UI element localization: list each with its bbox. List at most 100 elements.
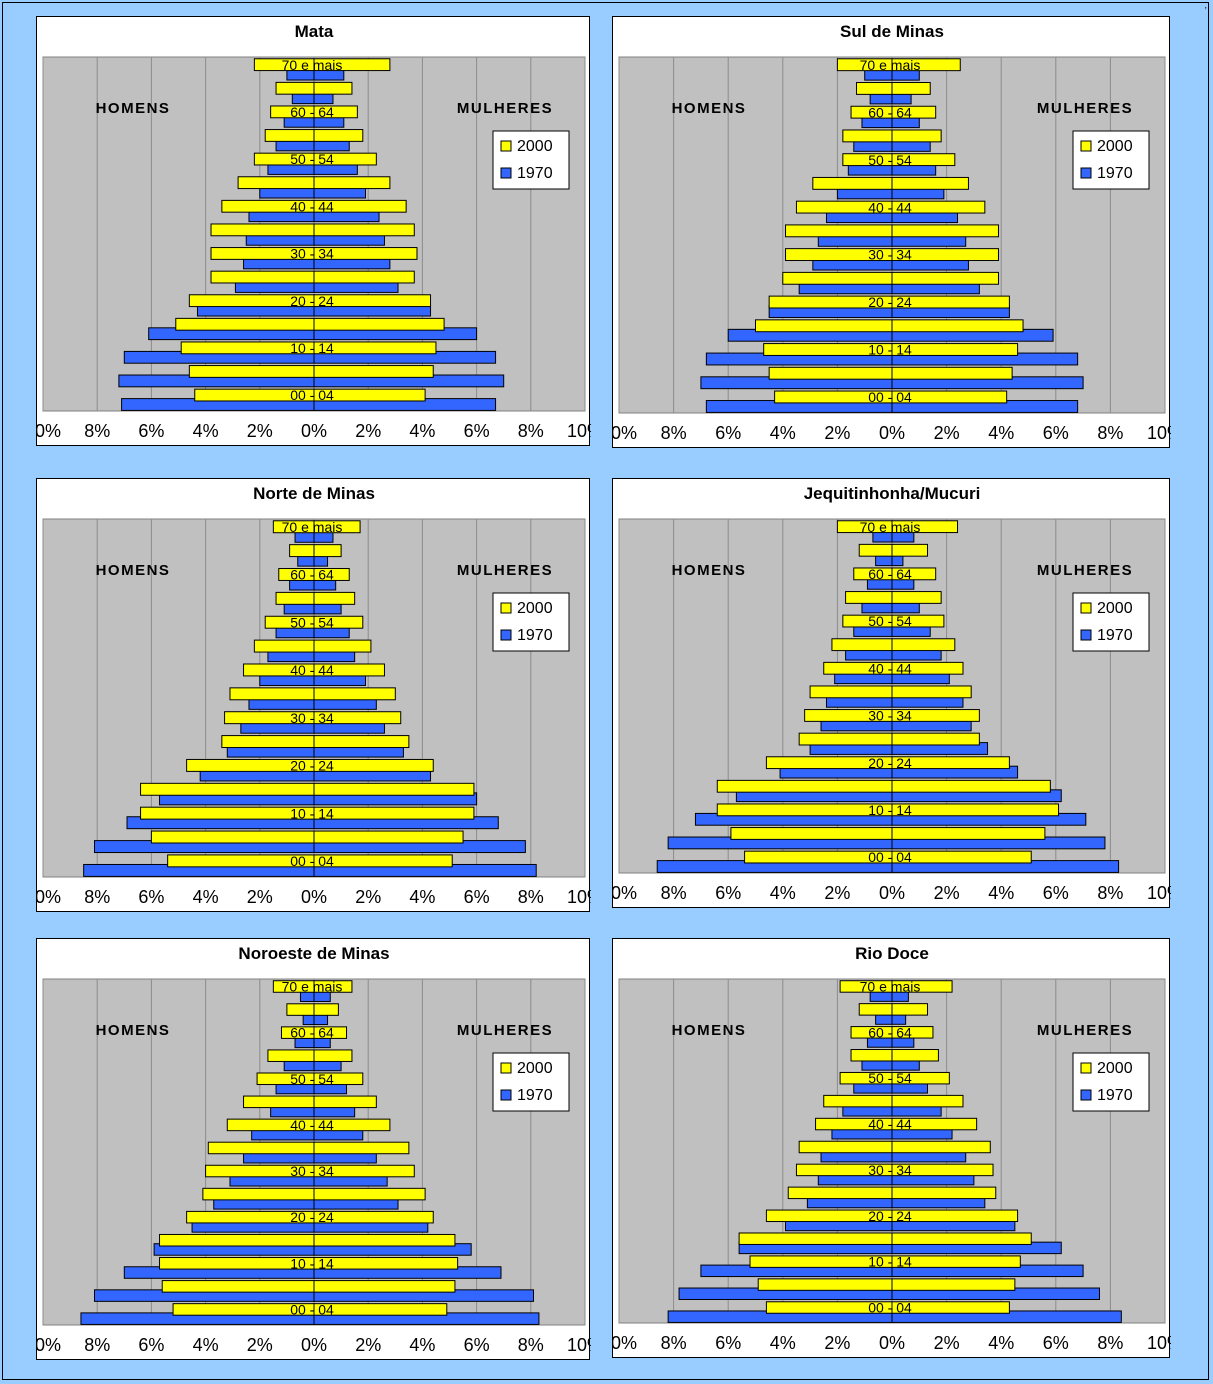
legend-label-1970: 1970 — [1097, 1087, 1133, 1104]
age-label: 20 - 24 — [868, 294, 912, 310]
x-tick-label: 8% — [1097, 423, 1123, 443]
x-tick-label: 6% — [138, 421, 164, 441]
bar-2000-women — [313, 1187, 426, 1201]
mulheres-label: MULHERES — [457, 100, 553, 117]
bar-2000-men — [161, 1280, 315, 1293]
bar-2000-women — [891, 271, 999, 285]
bar-2000-women — [891, 390, 1008, 404]
x-tick-label: 0% — [879, 883, 905, 903]
age-label: 10 - 14 — [290, 340, 334, 356]
age-label: 10 - 14 — [868, 802, 912, 818]
bar-2000-women — [313, 1210, 434, 1224]
x-tick-label: 4% — [770, 883, 796, 903]
bar-2000-men — [785, 224, 893, 238]
bar-2000-men — [850, 1049, 893, 1062]
x-tick-label: 0% — [301, 887, 327, 907]
x-tick-label: 8% — [518, 887, 544, 907]
chart-title: Noroeste de Minas — [238, 944, 389, 963]
bar-2000-women — [891, 1301, 1010, 1314]
bar-2000-women — [313, 687, 396, 701]
legend-swatch-2000 — [500, 140, 512, 152]
bar-2000-men — [757, 1278, 893, 1291]
legend-label-2000: 2000 — [517, 600, 553, 617]
bar-2000-women — [891, 520, 959, 534]
chart-svg: Sul de Minas 00 - 04 10 - 14 20 - 24 30 - 34… — [613, 22, 1171, 443]
age-label: 00 - 04 — [290, 387, 334, 403]
bar-2000-men — [286, 1003, 315, 1016]
legend-swatch-2000 — [1080, 602, 1092, 614]
bar-2000-women — [313, 568, 350, 581]
legend-swatch-2000 — [500, 602, 512, 614]
homens-label: HOMENS — [96, 1022, 171, 1039]
legend-swatch-2000 — [1080, 140, 1092, 152]
bar-2000-men — [738, 1232, 893, 1245]
legend-swatch-2000 — [1080, 1062, 1092, 1074]
bar-2000-women — [313, 270, 415, 284]
bar-2000-women — [313, 980, 353, 993]
bar-2000-women — [313, 1280, 456, 1293]
bar-2000-men — [809, 685, 893, 699]
chart-title: Mata — [295, 22, 334, 41]
legend-label-2000: 2000 — [517, 138, 553, 155]
bar-2000-women — [313, 388, 426, 402]
x-tick-label: 6% — [464, 1335, 490, 1355]
x-tick-label: 4% — [988, 423, 1014, 443]
legend-label-1970: 1970 — [517, 165, 553, 182]
bar-2000-women — [891, 366, 1013, 380]
bar-2000-women — [313, 294, 432, 308]
age-label: 50 - 54 — [868, 613, 912, 629]
x-tick-label: 2% — [824, 883, 850, 903]
homens-label: HOMENS — [96, 100, 171, 117]
bar-2000-women — [313, 129, 364, 142]
x-tick-label: 2% — [934, 1333, 960, 1353]
x-tick-label: 2% — [934, 423, 960, 443]
bar-2000-women — [891, 1209, 1019, 1223]
x-tick-label: 6% — [1043, 423, 1069, 443]
x-tick-label: 0% — [879, 1333, 905, 1353]
chart-norte-de-minas: Norte de Minas 00 - 04 10 - 14 20 - 24 30 - … — [36, 478, 591, 912]
age-label: 30 - 34 — [868, 1162, 912, 1178]
x-tick-label: 2% — [355, 1335, 381, 1355]
x-tick-label: 2% — [824, 1333, 850, 1353]
bar-2000-women — [313, 105, 358, 119]
bar-2000-women — [891, 200, 986, 214]
mulheres-label: MULHERES — [1037, 1022, 1133, 1039]
age-label: 20 - 24 — [868, 1208, 912, 1224]
bar-2000-men — [253, 639, 315, 653]
legend-label-2000: 2000 — [1097, 600, 1133, 617]
bar-2000-men — [730, 827, 893, 840]
age-label: 40 - 44 — [290, 1117, 334, 1133]
bar-2000-women — [891, 105, 937, 119]
legend-swatch-1970 — [500, 629, 512, 641]
bar-2000-men — [188, 365, 315, 378]
legend-swatch-1970 — [1080, 167, 1092, 179]
bar-2000-women — [891, 1026, 934, 1039]
bar-2000-men — [755, 319, 893, 333]
age-label: 60 - 64 — [290, 104, 334, 120]
bar-2000-women — [891, 732, 980, 746]
bar-2000-women — [313, 591, 356, 605]
bar-2000-women — [313, 639, 372, 653]
bar-2000-women — [313, 663, 385, 677]
bar-2000-men — [264, 129, 315, 142]
bar-2000-women — [891, 1140, 991, 1154]
age-label: 70 e mais — [860, 519, 921, 535]
bar-2000-men — [798, 732, 893, 746]
bar-2000-women — [891, 803, 1060, 817]
x-tick-label: 10% — [613, 883, 637, 903]
bar-2000-women — [313, 1049, 353, 1062]
bar-2000-women — [891, 709, 980, 722]
x-tick-label: 10% — [613, 423, 637, 443]
x-tick-label: 8% — [1097, 883, 1123, 903]
chart-svg: Noroeste de Minas 00 - 04 10 - 14 20 - 24 30… — [37, 944, 591, 1355]
age-label: 50 - 54 — [868, 1070, 912, 1086]
x-tick-label: 8% — [84, 1335, 110, 1355]
bar-2000-women — [891, 980, 953, 993]
x-tick-label: 2% — [247, 887, 273, 907]
age-label: 30 - 34 — [290, 710, 334, 726]
corner-mark: , — [1204, 0, 1207, 10]
age-label: 70 e mais — [282, 57, 343, 73]
bar-2000-men — [858, 543, 893, 557]
x-tick-label: 10% — [1147, 1333, 1171, 1353]
bar-2000-women — [891, 850, 1032, 864]
